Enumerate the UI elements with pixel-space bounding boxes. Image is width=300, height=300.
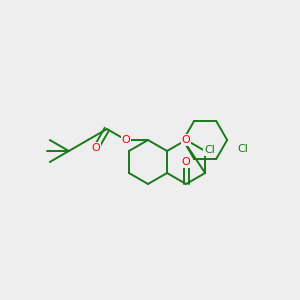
Text: Cl: Cl — [237, 144, 248, 154]
Text: O: O — [122, 135, 130, 145]
Text: O: O — [92, 143, 100, 153]
Text: O: O — [182, 135, 190, 145]
Text: Cl: Cl — [204, 145, 215, 155]
Text: O: O — [182, 157, 190, 167]
